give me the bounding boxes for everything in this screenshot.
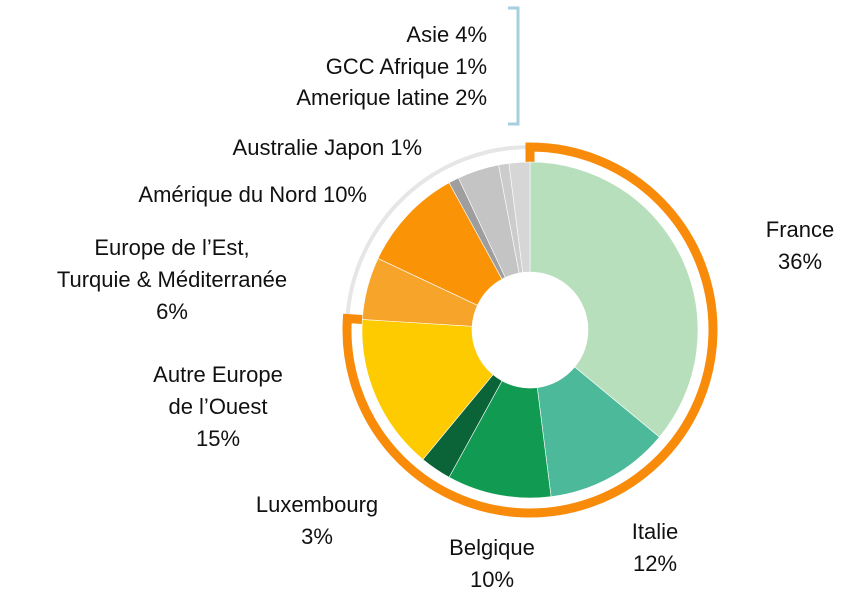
slice [361,319,494,460]
label-name: Amérique du Nord [138,182,317,207]
label-value: 15% [195,426,241,451]
label-name: Australie Japon [232,135,385,160]
label-name: France [765,217,835,242]
slice-label: Australie Japon 1% [233,132,422,164]
slice-label: France 36% [766,214,834,278]
label-value: 36% [777,249,823,274]
slice-label: Belgique 10% [449,532,535,596]
light-ring [345,145,531,319]
label-name: GCC Afrique [325,54,450,79]
label-value: 12% [632,551,678,576]
label-name: Amerique latine [296,85,450,110]
label-name: Europe de l’Est, Turquie & Méditerranée [56,235,288,292]
slice-label: Amerique latine 2% [296,82,487,114]
label-value: 10% [322,182,367,207]
bracket [508,6,520,126]
slice-label: Luxembourg 3% [256,489,378,553]
label-value: 10% [469,567,515,592]
slice-label: Europe de l’Est, Turquie & Méditerranée 6… [57,232,287,328]
slice [508,161,531,273]
label-value: 1% [390,135,422,160]
label-value: 3% [301,524,333,549]
label-name: Luxembourg [255,492,379,517]
slice-label: Italie 12% [632,516,678,580]
slice-label: Asie 4% [406,19,487,51]
label-name: Autre Europe de l’Ouest [153,362,283,419]
label-name: Belgique [449,535,535,560]
slice-label: Autre Europe de l’Ouest 15% [153,359,283,455]
group-ring [342,142,718,518]
label-value: 2% [455,85,487,110]
label-name: Asie [406,22,450,47]
slice-label: Amérique du Nord 10% [138,179,367,211]
slice [536,366,660,498]
slice [529,161,699,438]
label-name: Italie [631,519,679,544]
label-value: 4% [455,22,487,47]
label-value: 1% [455,54,487,79]
slice-label: GCC Afrique 1% [326,51,487,83]
label-value: 6% [156,299,188,324]
